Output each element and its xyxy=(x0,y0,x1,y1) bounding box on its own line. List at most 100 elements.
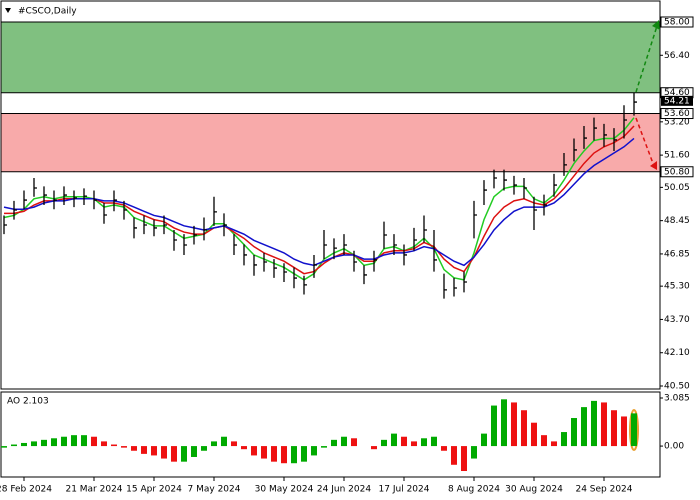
price-bar xyxy=(253,254,257,276)
price-bar xyxy=(533,196,537,230)
ao-bar xyxy=(251,446,257,456)
y-tick-label: 51.60 xyxy=(664,151,690,161)
forecast-up-head xyxy=(652,20,660,30)
price-bar xyxy=(583,126,587,149)
ao-bar xyxy=(631,413,637,447)
ao-bar xyxy=(211,441,217,447)
price-bar xyxy=(43,186,47,206)
x-tick-label: 30 May 2024 xyxy=(255,485,314,495)
ao-bar xyxy=(201,446,207,451)
highlight xyxy=(629,409,639,451)
indicator-tick-label: 3.085 xyxy=(664,394,690,404)
price-bar xyxy=(63,186,67,206)
indicator-frame xyxy=(0,391,661,478)
ao-bar xyxy=(191,446,197,457)
ao-bar xyxy=(41,439,47,447)
price-bar xyxy=(403,244,407,266)
price-bar xyxy=(573,138,577,162)
level-box xyxy=(660,16,694,28)
price-bar xyxy=(383,221,387,249)
forecast-up xyxy=(635,25,658,93)
ao-bar xyxy=(221,436,227,447)
price-bar xyxy=(73,190,77,208)
ao-bar xyxy=(351,438,357,447)
y-tick-label: 45.30 xyxy=(664,282,690,292)
price-bar xyxy=(633,92,637,116)
price-bar xyxy=(53,190,57,210)
title-arrow xyxy=(5,8,11,13)
ao-bar xyxy=(241,446,247,450)
price-bar xyxy=(363,265,367,285)
price-bar xyxy=(593,117,597,141)
ao-bar xyxy=(611,410,617,447)
price-bar xyxy=(433,230,437,272)
ao-bar xyxy=(11,444,17,447)
ao-bar xyxy=(101,441,107,447)
price-frame xyxy=(0,0,661,390)
ao-bar xyxy=(231,441,237,447)
price-bar xyxy=(493,169,497,189)
ao-bar xyxy=(521,410,527,447)
ao-bar xyxy=(601,402,607,447)
price-bar xyxy=(243,244,247,266)
indicator-title: AO 2.103 xyxy=(7,397,49,407)
y-tick-label: 43.70 xyxy=(664,315,690,325)
y-tick-label: 40.50 xyxy=(664,382,690,392)
y-tick-label: 46.85 xyxy=(664,249,690,259)
price-bar xyxy=(143,215,147,235)
price-bar xyxy=(353,250,357,272)
ao-bar xyxy=(1,446,7,448)
ao-bar xyxy=(491,405,497,447)
x-tick-label: 24 Sep 2024 xyxy=(575,485,632,495)
ao-bar xyxy=(391,433,397,447)
ao-bar xyxy=(81,435,87,447)
price-bar xyxy=(33,178,37,197)
price-bar xyxy=(393,234,397,255)
price-bar xyxy=(103,202,107,224)
ao-bar xyxy=(281,446,287,464)
ao-bar xyxy=(461,446,467,472)
price-bar xyxy=(333,238,337,260)
level-box xyxy=(660,108,694,120)
y-tick-label: 42.10 xyxy=(664,348,690,358)
price-bar xyxy=(93,190,97,210)
y-tick-label: 48.45 xyxy=(664,216,690,226)
price-bar xyxy=(83,188,87,206)
price-bar xyxy=(133,217,137,239)
x-tick-label: 15 Apr 2024 xyxy=(126,485,182,495)
price-bar xyxy=(373,250,377,272)
ao-bar xyxy=(331,439,337,447)
ao-bar xyxy=(571,418,577,447)
ao-bar xyxy=(131,446,137,451)
ao-bar xyxy=(151,446,157,456)
price-bar xyxy=(173,230,177,251)
ao-bar xyxy=(71,435,77,447)
price-bar xyxy=(623,105,627,139)
ao-bar xyxy=(291,446,297,464)
price-bar xyxy=(303,275,307,295)
price-bar xyxy=(473,200,477,239)
price-bar xyxy=(343,234,347,255)
ao-bar xyxy=(61,436,67,447)
x-tick-label: 30 Aug 2024 xyxy=(505,485,563,495)
price-bar xyxy=(413,227,417,251)
price-bar xyxy=(483,180,487,206)
price-bar xyxy=(323,230,327,260)
price-bar xyxy=(513,175,517,195)
price-bar xyxy=(293,267,297,289)
ao-bar xyxy=(421,438,427,447)
price-bar xyxy=(163,215,167,235)
ao-bar xyxy=(411,441,417,447)
price-bar xyxy=(563,153,567,176)
x-tick-label: 24 Jun 2024 xyxy=(317,485,371,495)
zones xyxy=(1,21,660,173)
moving-average xyxy=(4,125,635,275)
price-bar xyxy=(543,194,547,216)
ao-bar xyxy=(171,446,177,462)
price-bar xyxy=(463,271,467,293)
ao-bar xyxy=(111,444,117,447)
ao-bar xyxy=(531,422,537,447)
chart-title: #CSCO,Daily xyxy=(18,7,77,17)
ao-bar xyxy=(561,432,567,447)
price-bar xyxy=(223,213,227,237)
